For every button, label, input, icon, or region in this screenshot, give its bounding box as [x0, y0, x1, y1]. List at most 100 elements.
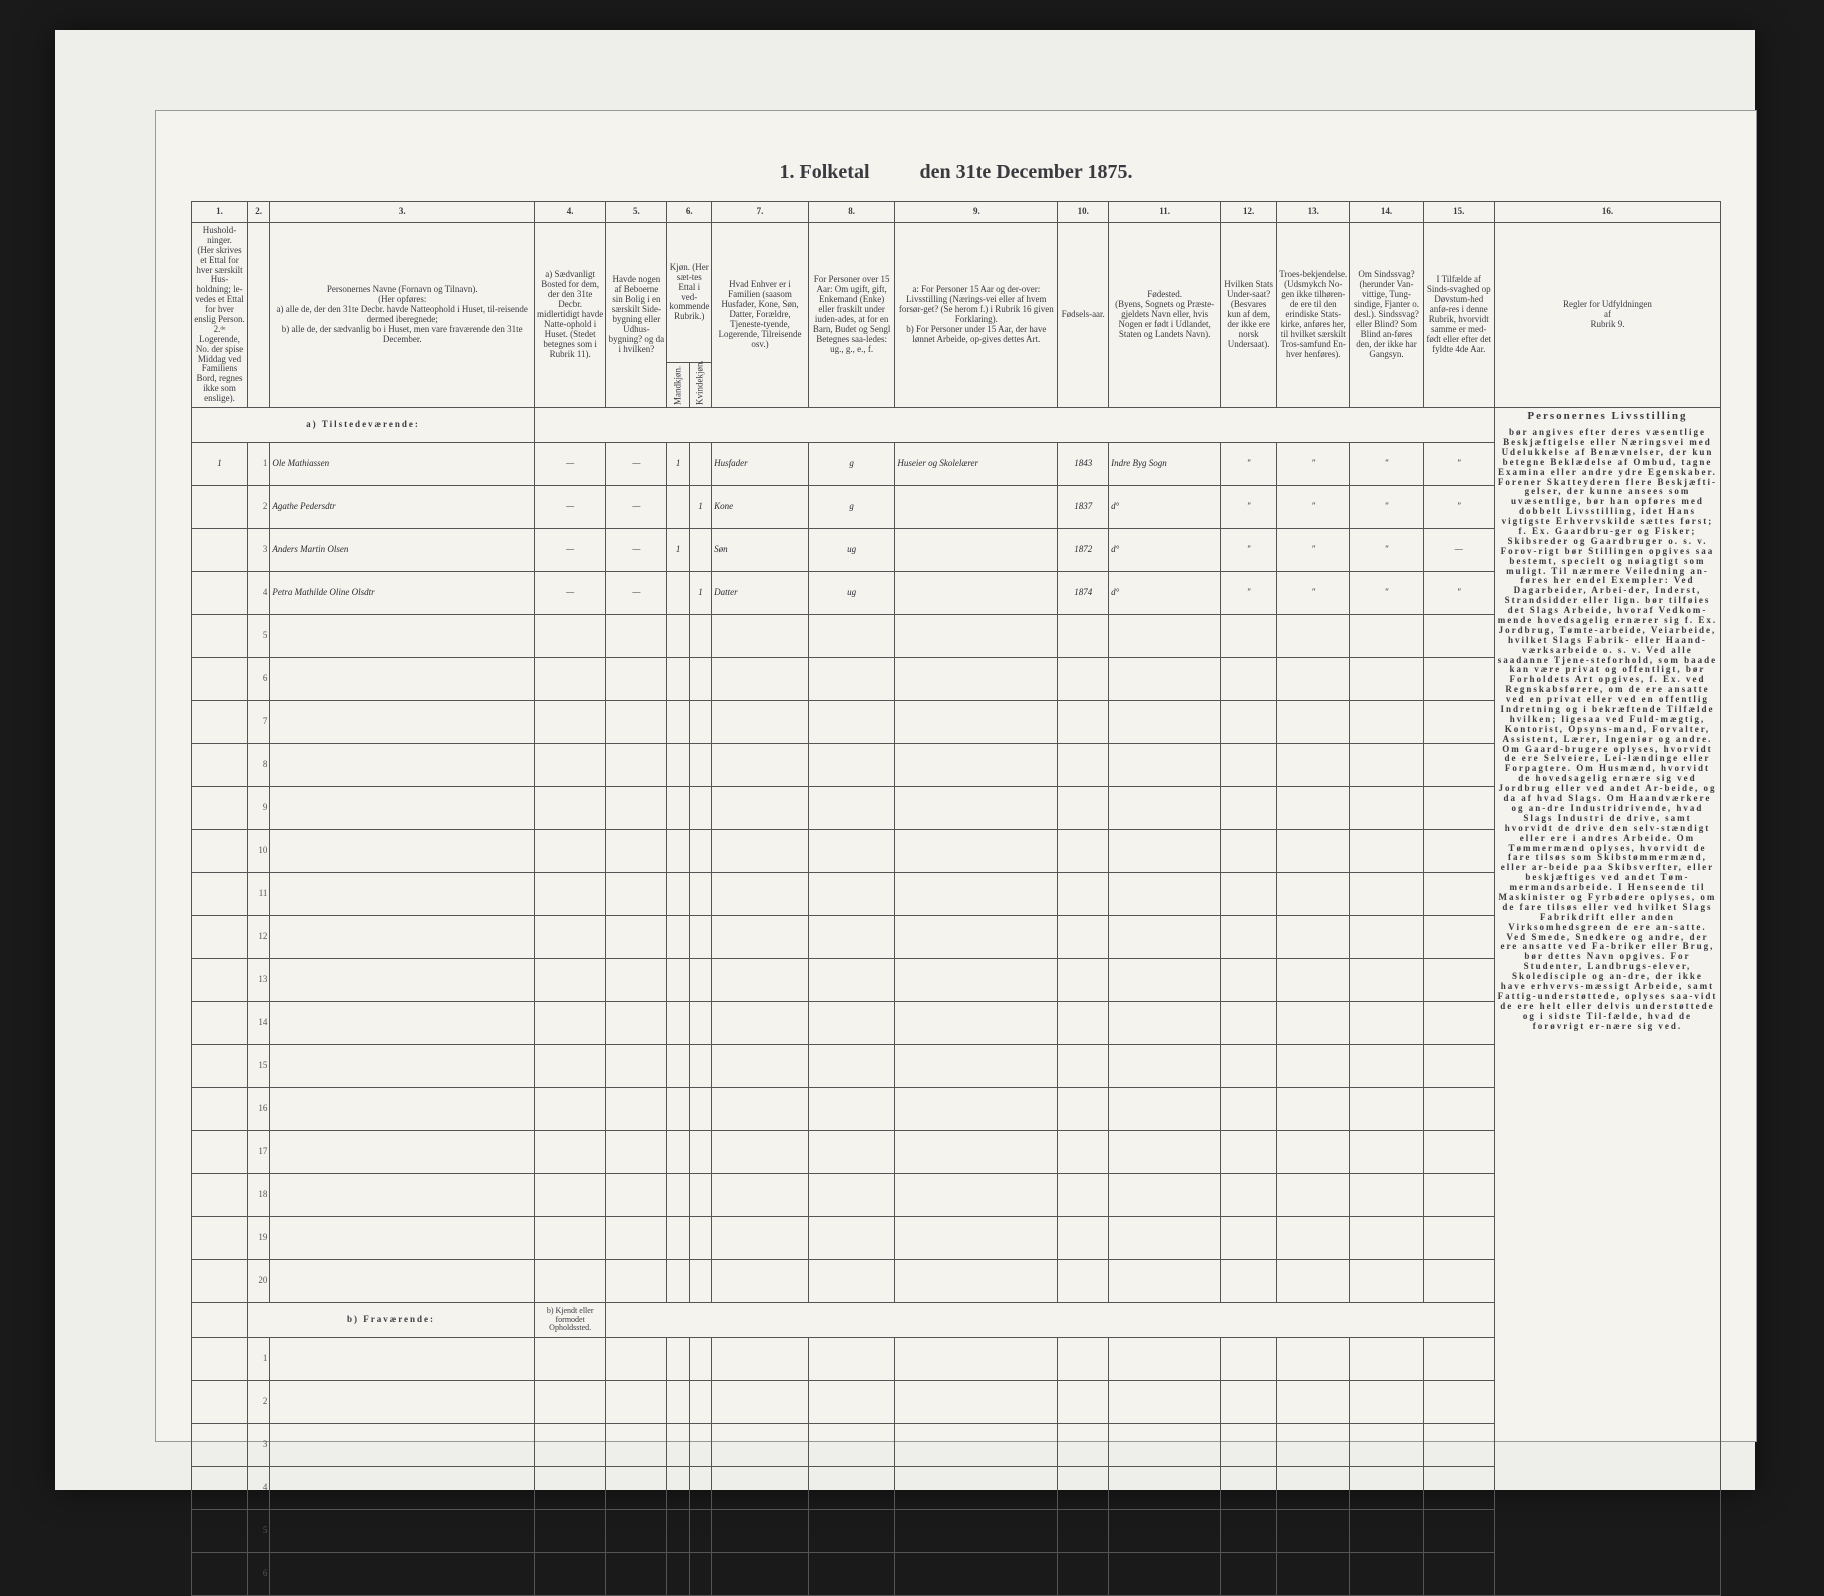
empty-cell: [1058, 1002, 1109, 1045]
household-num: [192, 1217, 248, 1260]
row-index: 1: [247, 1338, 269, 1381]
empty-cell: [1277, 830, 1350, 873]
row-index: 4: [247, 572, 269, 615]
empty-cell: [1423, 744, 1494, 787]
empty-cell: [606, 1381, 667, 1424]
row-index: 20: [247, 1260, 269, 1303]
empty-cell: [808, 701, 895, 744]
col5: —: [606, 486, 667, 529]
family-role: Husfader: [712, 443, 809, 486]
empty-cell: [895, 787, 1058, 830]
empty-cell: [712, 1467, 809, 1510]
section-a-label: a) Tilstedeværende:: [192, 408, 535, 443]
empty-cell: [606, 1553, 667, 1596]
empty-cell: [606, 959, 667, 1002]
empty-cell: [895, 1174, 1058, 1217]
empty-cell: [1221, 1131, 1277, 1174]
household-num: [192, 1088, 248, 1131]
title-left: 1. Folketal: [780, 161, 870, 183]
empty-cell: [606, 1045, 667, 1088]
empty-cell: [712, 830, 809, 873]
empty-cell: [689, 959, 711, 1002]
occupation: [895, 486, 1058, 529]
empty-cell: [895, 830, 1058, 873]
empty-cell: [535, 1002, 606, 1045]
empty-cell: [1109, 658, 1221, 701]
empty-cell: [1058, 1424, 1109, 1467]
empty-cell: [667, 658, 689, 701]
empty-cell: [535, 1217, 606, 1260]
col-number: 11.: [1109, 202, 1221, 223]
empty-cell: [808, 1131, 895, 1174]
empty-cell: [270, 1088, 535, 1131]
civil-status: g: [808, 486, 895, 529]
empty-cell: [689, 787, 711, 830]
empty-cell: [1058, 916, 1109, 959]
row-index: 11: [247, 873, 269, 916]
row-index: 12: [247, 916, 269, 959]
household-num: [192, 830, 248, 873]
row-index: 19: [247, 1217, 269, 1260]
empty-cell: [270, 916, 535, 959]
empty-cell: [270, 1553, 535, 1596]
empty-cell: [1277, 1002, 1350, 1045]
col-header: Personernes Navne (Fornavn og Tilnavn). …: [270, 223, 535, 408]
empty-cell: [1221, 1217, 1277, 1260]
empty-cell: [606, 1467, 667, 1510]
row-index: 15: [247, 1045, 269, 1088]
empty-cell: [895, 1045, 1058, 1088]
section-b-label: b) Fraværende:: [247, 1303, 534, 1338]
empty-cell: [689, 615, 711, 658]
col-header: Regler for Udfyldningen af Rubrik 9.: [1494, 223, 1720, 408]
empty-cell: [1350, 1045, 1423, 1088]
empty-cell: [1109, 1217, 1221, 1260]
empty-cell: [712, 1217, 809, 1260]
empty-cell: [1350, 787, 1423, 830]
empty-cell: [270, 1045, 535, 1088]
empty-cell: [270, 1424, 535, 1467]
empty-cell: [535, 701, 606, 744]
row-index: 7: [247, 701, 269, 744]
empty-cell: [1277, 1381, 1350, 1424]
empty-cell: [1423, 1381, 1494, 1424]
col-number: 4.: [535, 202, 606, 223]
person-name: Ole Mathiassen: [270, 443, 535, 486]
empty-cell: [1109, 1174, 1221, 1217]
birth-year: 1872: [1058, 529, 1109, 572]
birth-year: 1843: [1058, 443, 1109, 486]
empty-cell: [808, 787, 895, 830]
col5: —: [606, 572, 667, 615]
empty-cell: [535, 787, 606, 830]
empty-cell: [270, 658, 535, 701]
empty-cell: [895, 1553, 1058, 1596]
empty-cell: [535, 1553, 606, 1596]
empty-cell: [1423, 1260, 1494, 1303]
household-num: [192, 1002, 248, 1045]
empty-cell: [535, 1510, 606, 1553]
empty-cell: [1058, 1088, 1109, 1131]
empty-cell: [535, 1381, 606, 1424]
empty-cell: [1423, 1002, 1494, 1045]
empty-cell: [1350, 744, 1423, 787]
empty-cell: [1109, 1260, 1221, 1303]
empty-cell: [712, 615, 809, 658]
empty-cell: [535, 1338, 606, 1381]
household-num: [192, 1338, 248, 1381]
empty-cell: [1277, 1467, 1350, 1510]
empty-cell: [1277, 959, 1350, 1002]
empty-cell: [1350, 916, 1423, 959]
empty-cell: [606, 615, 667, 658]
empty-cell: [1350, 1467, 1423, 1510]
empty-cell: [1221, 1424, 1277, 1467]
census-page: 1. Folketal den 31te December 1875. 1.2.…: [155, 110, 1757, 1442]
sex-k: 1: [689, 572, 711, 615]
row-index: 10: [247, 830, 269, 873]
empty-cell: [808, 959, 895, 1002]
empty-cell: [689, 1002, 711, 1045]
row-index: 16: [247, 1088, 269, 1131]
empty-cell: [1109, 1553, 1221, 1596]
empty-cell: [1109, 830, 1221, 873]
empty-cell: [808, 830, 895, 873]
col13: ": [1277, 486, 1350, 529]
empty-cell: [1221, 1381, 1277, 1424]
